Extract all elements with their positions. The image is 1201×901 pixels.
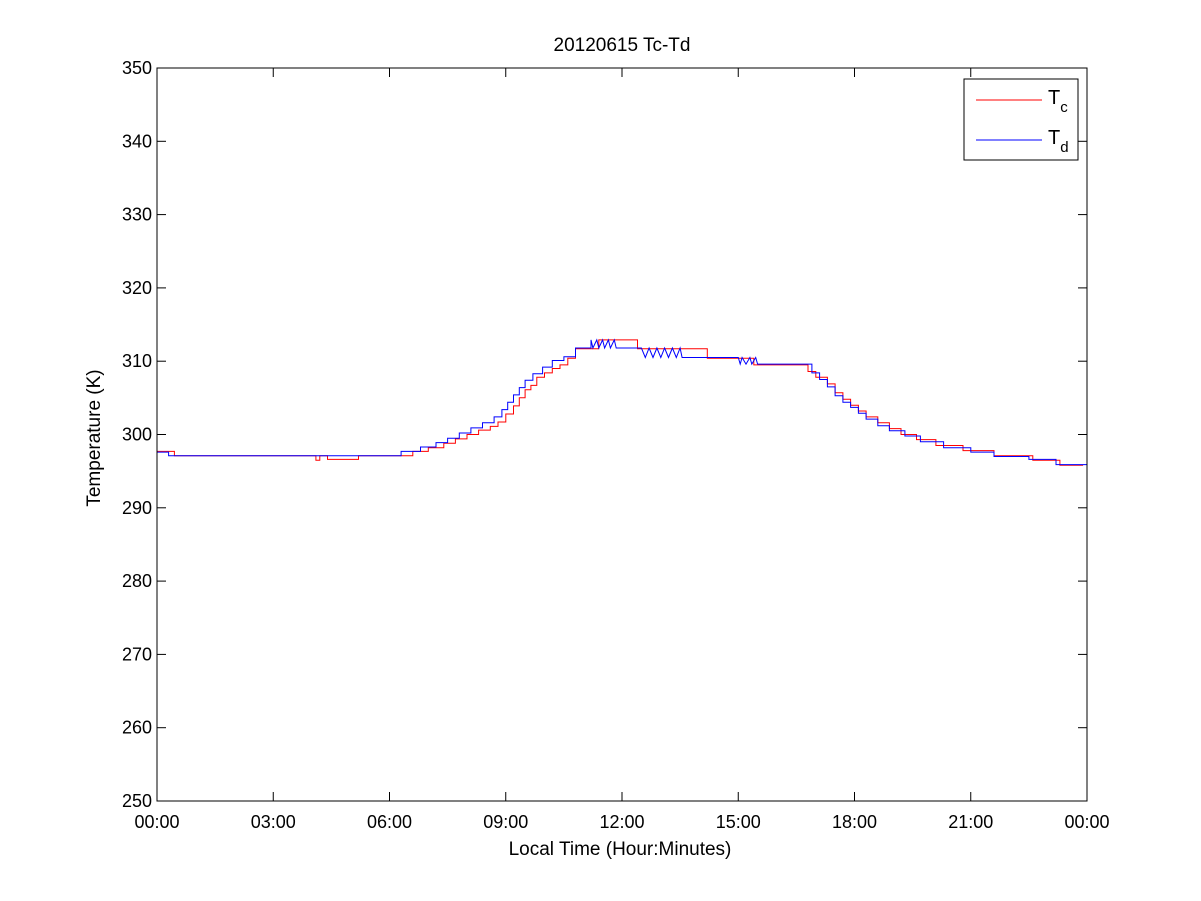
- labels-layer: 00:00 03:00 06:00 09:00 12:00 15:00 18:00 21:00…: [122, 58, 1110, 832]
- x-tick-label: 00:00: [134, 812, 179, 832]
- x-tick-label: 00:00: [1064, 812, 1109, 832]
- x-tick-label: 18:00: [832, 812, 877, 832]
- x-tick-label: 09:00: [483, 812, 528, 832]
- y-tick-label: 340: [122, 131, 152, 151]
- series-layer: [157, 338, 1087, 466]
- ticks-layer: [156, 67, 1088, 802]
- y-tick-label: 310: [122, 351, 152, 371]
- x-tick-label: 12:00: [599, 812, 644, 832]
- y-axis-label: Temperature (K): [84, 369, 105, 506]
- y-tick-label: 270: [122, 644, 152, 664]
- legend-label-tc-sub: c: [1060, 99, 1068, 116]
- legend-label-tc-base: T: [1048, 87, 1060, 109]
- series-line-td: [157, 338, 1087, 466]
- x-tick-label: 06:00: [367, 812, 412, 832]
- chart-title: 20120615 Tc-Td: [554, 35, 691, 56]
- legend-label-tc: Tc: [1048, 87, 1068, 116]
- plot-background: [157, 68, 1087, 801]
- x-tick-label: 03:00: [251, 812, 296, 832]
- y-tick-label: 280: [122, 571, 152, 591]
- x-axis-label: Local Time (Hour:Minutes): [509, 839, 732, 860]
- x-tick-label: 21:00: [948, 812, 993, 832]
- y-tick-label: 330: [122, 205, 152, 225]
- y-tick-label: 250: [122, 791, 152, 811]
- y-tick-label: 320: [122, 278, 152, 298]
- y-tick-label: 350: [122, 58, 152, 78]
- y-tick-label: 290: [122, 498, 152, 518]
- legend: Tc Td: [963, 78, 1079, 161]
- legend-label-td: Td: [1048, 127, 1069, 156]
- legend-label-td-sub: d: [1060, 139, 1068, 156]
- y-tick-label: 300: [122, 425, 152, 445]
- y-tick-label: 260: [122, 718, 152, 738]
- legend-box: [963, 78, 1079, 161]
- legend-label-td-base: T: [1048, 127, 1060, 149]
- x-tick-label: 15:00: [716, 812, 761, 832]
